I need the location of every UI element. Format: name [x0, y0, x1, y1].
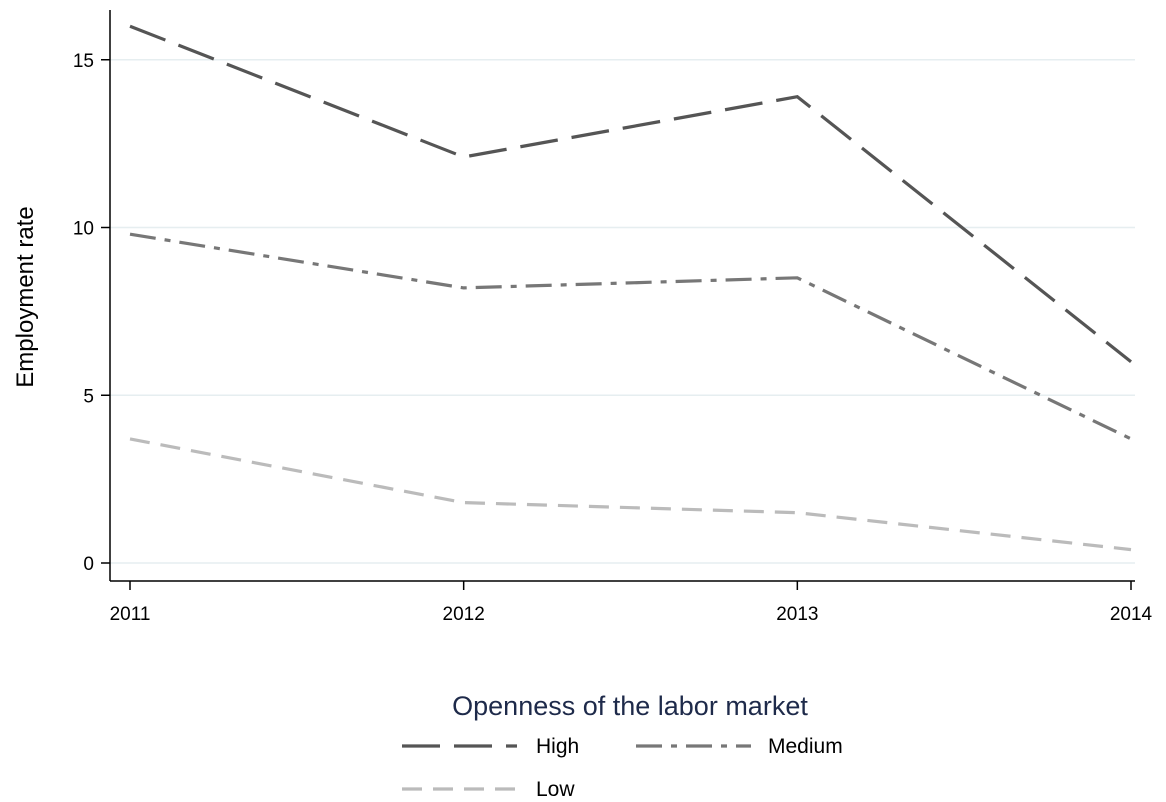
series-line-high: [129, 24, 1132, 363]
x-tick-label: 2014: [1110, 604, 1153, 625]
y-ticks: 0 5 10 15: [73, 51, 110, 575]
x-ticks: 2011 2012 2013 2014: [110, 581, 1153, 625]
series-lines: [129, 24, 1132, 552]
gridlines: [110, 59, 1135, 564]
y-tick-label: 15: [73, 51, 94, 72]
y-tick-label: 10: [73, 219, 94, 240]
legend-label-high: High: [536, 735, 579, 758]
legend-label-low: Low: [536, 778, 575, 801]
x-tick-label: 2011: [110, 604, 151, 625]
y-axis-title: Employment rate: [12, 206, 39, 387]
x-tick-label: 2012: [443, 604, 485, 625]
series-line-low: [129, 437, 1132, 552]
series-line-medium: [129, 232, 1132, 441]
legend-title: Openness of the labor market: [452, 691, 808, 721]
legend: High Medium Low: [402, 735, 843, 801]
x-tick-label: 2013: [776, 604, 818, 625]
legend-label-medium: Medium: [768, 735, 843, 758]
y-tick-label: 0: [83, 554, 94, 575]
y-tick-label: 5: [83, 386, 94, 407]
